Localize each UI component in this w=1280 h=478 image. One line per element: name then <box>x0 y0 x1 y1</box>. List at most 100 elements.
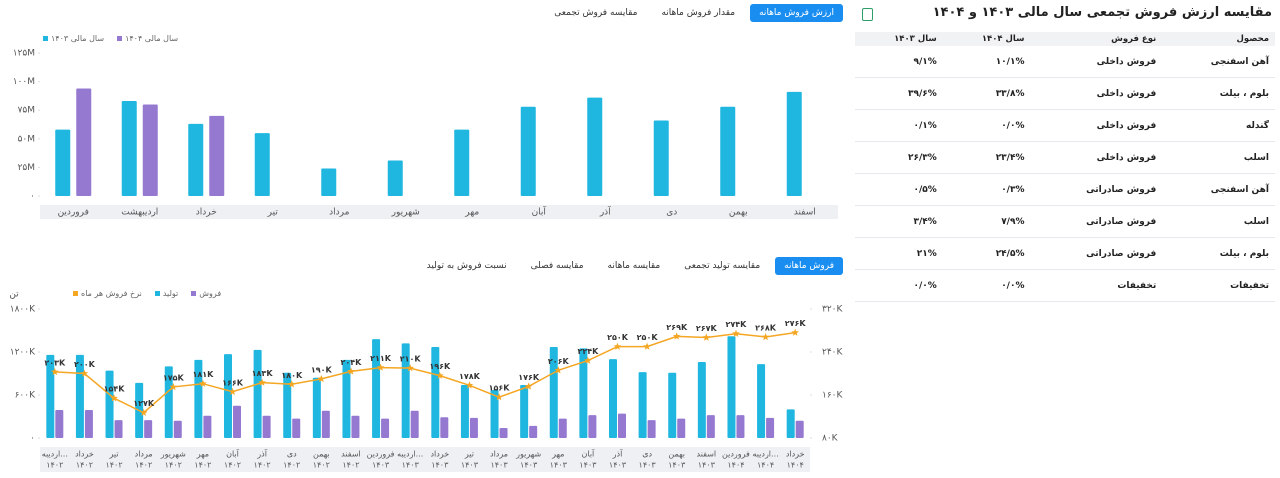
table-cell: آهن اسفنجی <box>1162 46 1275 78</box>
x-tick-label: مهر <box>551 450 564 459</box>
legend-swatch <box>191 291 197 296</box>
x-tick-label: آذر <box>599 206 611 218</box>
x-tick-label: اردیبهشت <box>121 208 158 218</box>
tab[interactable]: نسبت فروش به تولید <box>426 261 507 271</box>
line-marker <box>554 366 563 374</box>
legend-item: نرخ فروش هر ماه <box>70 289 142 298</box>
bar <box>786 91 802 196</box>
data-label: ۲۰۶K <box>548 357 570 366</box>
tab[interactable]: مقدار فروش ماهانه <box>661 8 736 18</box>
x-tick-label: ۱۴۰۳ <box>698 461 716 470</box>
data-label: ۲۰۳K <box>44 358 66 367</box>
bar <box>558 418 567 438</box>
legend: نرخ فروش هر ماه تولید فروش <box>70 289 221 298</box>
table-cell: فروش صادراتی <box>1030 237 1163 270</box>
y2-tick-label: ۸۰K <box>822 434 839 444</box>
bar <box>647 420 656 438</box>
data-label: ۲۲۴K <box>577 347 599 356</box>
line-marker <box>584 356 592 364</box>
table-row: بلوم ، بیلت فروش صادراتی ۲۴/۵% ۲۱% <box>855 237 1275 270</box>
x-tick-label: ۱۴۰۳ <box>550 461 568 470</box>
y-tick-label: ۱۸۰۰K <box>10 305 36 315</box>
bar <box>105 370 114 438</box>
line-marker <box>110 394 118 402</box>
y-tick-label: ۱۲۰۰K <box>10 348 36 358</box>
data-label: ۲۷۶K <box>785 319 807 328</box>
bar <box>587 97 603 196</box>
tab[interactable]: ارزش فروش ماهانه <box>750 4 843 22</box>
table-cell: ۰/۳% <box>942 173 1031 206</box>
x-tick-label: فروردین <box>58 208 89 218</box>
data-label: ۱۷۵K <box>163 373 185 382</box>
line <box>54 331 796 414</box>
x-tick-label: دی <box>642 450 652 459</box>
data-label: ۲۶۸K <box>755 323 777 332</box>
data-label: ۲۷۴K <box>726 320 748 329</box>
table-cell: ۳۳/۸% <box>942 77 1031 110</box>
line-marker <box>702 333 711 341</box>
y-tick-label: ۱۰۰M <box>13 77 35 87</box>
table-cell: ۰/۰% <box>942 269 1031 302</box>
bar <box>490 389 499 438</box>
column-header: سال ۱۴۰۴ <box>942 32 1031 46</box>
data-label: ۱۹۶K <box>429 362 451 371</box>
export-icon[interactable] <box>862 8 873 21</box>
bar <box>194 359 203 438</box>
x-tick-label: مرداد <box>329 208 349 218</box>
table-cell: ۳/۴% <box>855 205 943 238</box>
bar <box>321 168 337 196</box>
bar <box>454 129 470 196</box>
x-tick-label: آذر <box>256 449 267 459</box>
data-label: ۲۶۷K <box>696 324 718 333</box>
x-tick-label: اسفند <box>794 208 816 218</box>
y-tick-label: ۵۰M <box>18 134 35 144</box>
bar <box>736 415 745 438</box>
bar <box>254 133 270 196</box>
tab[interactable]: مقایسه ماهانه <box>607 261 661 271</box>
tab[interactable]: فروش ماهانه <box>775 257 843 275</box>
bar <box>46 354 55 438</box>
table-cell: اسلب <box>1162 141 1275 174</box>
y2-tick-label: ۲۴۰K <box>822 348 844 358</box>
y-tick-label: ۰ <box>30 434 35 444</box>
bar <box>121 101 137 196</box>
table-row: گندله فروش داخلی ۰/۰% ۰/۱% <box>855 109 1275 142</box>
bar <box>351 415 360 438</box>
tab-bar: ارزش فروش ماهانه مقدار فروش ماهانه مقایسه … <box>545 4 843 22</box>
x-tick-label: ۱۴۰۲ <box>254 461 271 470</box>
line-marker <box>406 364 414 372</box>
table-cell: ۰/۱% <box>855 109 943 142</box>
table-cell: فروش داخلی <box>1030 46 1163 78</box>
x-tick-label: خرداد <box>75 450 94 459</box>
x-tick-label: ۱۴۰۲ <box>194 461 211 470</box>
x-tick-label: ۱۴۰۳ <box>579 461 597 470</box>
bar <box>757 364 766 438</box>
x-tick-label: ۱۴۰۳ <box>490 461 508 470</box>
line-marker <box>139 408 148 416</box>
table-cell: ۰/۰% <box>942 109 1031 142</box>
x-tick-label: شهریور <box>391 208 420 218</box>
line-marker <box>347 367 355 375</box>
x-tick-label: خرداد <box>196 208 217 218</box>
x-tick-label: آذر <box>612 449 623 459</box>
x-tick-label: بهمن <box>729 208 748 218</box>
x-tick-label: تیر <box>109 450 119 459</box>
legend-label: فروش <box>199 289 222 298</box>
table-cell: ۰/۰% <box>855 269 943 302</box>
legend-item: سال مالی ۱۴۰۴ <box>114 34 178 43</box>
bar <box>55 129 71 196</box>
column-header: سال ۱۴۰۳ <box>855 32 943 46</box>
data-label: ۲۱۱K <box>370 354 392 363</box>
table-cell: فروش داخلی <box>1030 109 1163 142</box>
bar <box>786 409 795 438</box>
tab[interactable]: مقایسه فصلی <box>530 261 584 271</box>
tab[interactable]: مقایسه فروش تجمعی <box>554 8 638 18</box>
tab[interactable]: مقایسه تولید تجمعی <box>684 261 761 271</box>
bar <box>609 359 617 438</box>
data-label: ۱۵۶K <box>489 384 511 393</box>
table-cell: ۳۹/۶% <box>855 77 943 110</box>
y-tick-label: ۷۵M <box>18 106 35 116</box>
bar <box>766 417 775 438</box>
legend-item: تولید <box>152 289 178 298</box>
